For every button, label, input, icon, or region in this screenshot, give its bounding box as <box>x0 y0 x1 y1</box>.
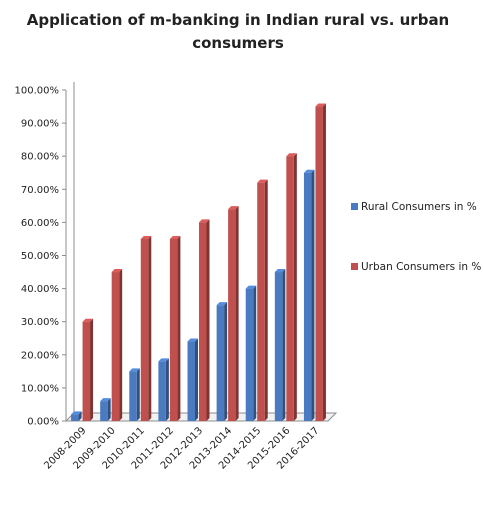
bar-rural-2016-2017 <box>303 169 315 421</box>
legend-item-rural: Rural Consumers in % <box>351 201 477 213</box>
bar-rural-2011-2012 <box>158 358 169 421</box>
bar-rural-2014-2015 <box>245 285 257 421</box>
bar-urban-2012-2013 <box>199 219 210 421</box>
y-tick-label: 50.00% <box>21 251 59 262</box>
bar-urban-2013-2014 <box>228 206 239 421</box>
bar-rural-2010-2011 <box>129 368 140 421</box>
legend-swatch <box>351 203 358 210</box>
bar-urban-2014-2015 <box>257 179 268 421</box>
bar-rural-2008-2009 <box>71 411 82 421</box>
legend-item-urban: Urban Consumers in % <box>351 261 481 273</box>
bar-rural-2009-2010 <box>100 398 111 421</box>
bar-urban-2008-2009 <box>82 318 94 421</box>
x-axis-category-labels: 2008-20092009-20102010-20112011-20122012… <box>42 425 321 471</box>
bar-rural-2015-2016 <box>274 269 286 421</box>
bar-urban-2011-2012 <box>169 235 181 421</box>
bar-urban-2010-2011 <box>140 235 152 421</box>
chart-title-line-2: consumers <box>192 34 284 52</box>
legend-label: Rural Consumers in % <box>361 201 477 213</box>
bar-rural-2013-2014 <box>216 302 228 421</box>
y-tick-label: 90.00% <box>21 119 59 130</box>
bar-urban-2009-2010 <box>111 269 123 421</box>
legend-swatch <box>351 263 358 270</box>
legend-label: Urban Consumers in % <box>361 261 481 273</box>
y-tick-label: 20.00% <box>21 350 59 361</box>
bar-urban-2015-2016 <box>286 153 297 421</box>
y-tick-label: 10.00% <box>21 383 59 394</box>
chart-title-line-1: Application of m-banking in Indian rural… <box>27 11 450 29</box>
y-tick-label: 70.00% <box>21 185 59 196</box>
y-tick-label: 100.00% <box>15 86 60 97</box>
y-tick-label: 40.00% <box>21 284 59 295</box>
y-tick-label: 30.00% <box>21 317 59 328</box>
chart-legend: Rural Consumers in % Urban Consumers in % <box>351 201 481 273</box>
y-tick-label: 60.00% <box>21 218 59 229</box>
bar-urban-2016-2017 <box>315 103 326 422</box>
chart-bars <box>71 103 326 422</box>
bar-rural-2012-2013 <box>187 338 198 421</box>
y-axis-tick-labels: 0.00% 10.00% 20.00% 30.00% 40.00% 50.00% 60.00… <box>15 86 66 428</box>
y-tick-label: 0.00% <box>27 417 59 428</box>
y-tick-label: 80.00% <box>21 152 59 163</box>
